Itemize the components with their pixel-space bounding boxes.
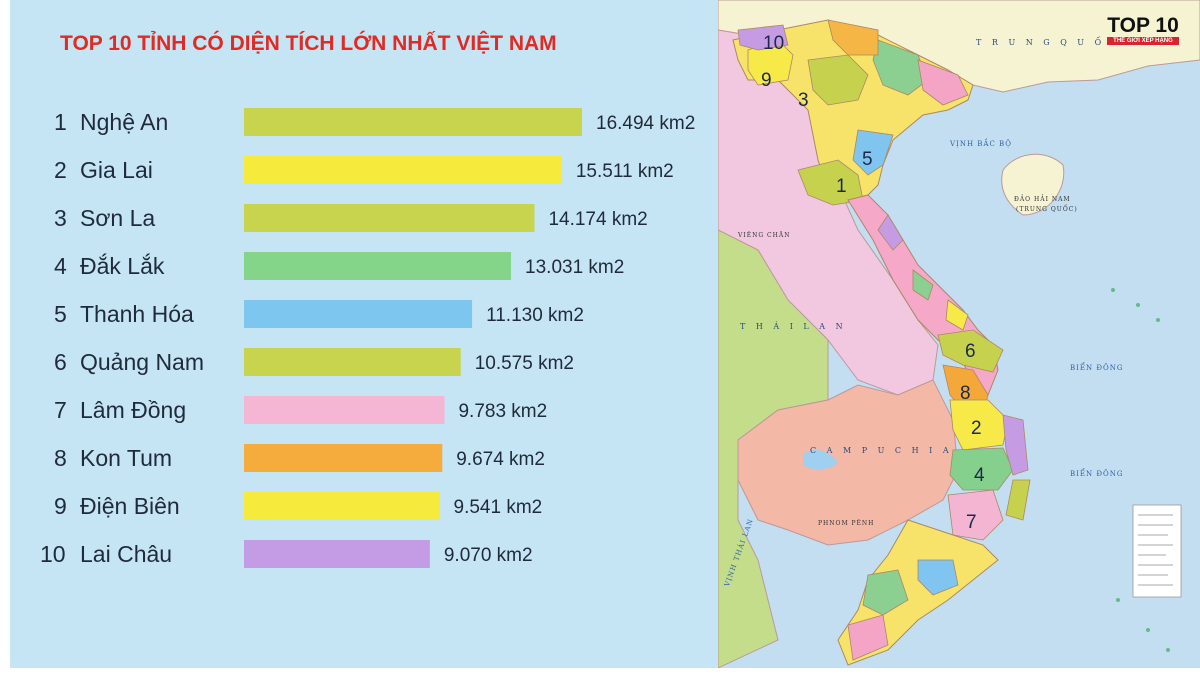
map-panel: 1 2 3 4 5 6 7 8 9 10 T R U N G Q U Ố T H… bbox=[718, 0, 1200, 668]
chart-panel: TOP 10 TỈNH CÓ DIỆN TÍCH LỚN NHẤT VIỆT N… bbox=[10, 0, 718, 668]
province-lam-dong bbox=[947, 489, 1004, 541]
label-trung-quoc: T R U N G Q U Ố bbox=[976, 38, 1106, 47]
label-bien-dong-1: BIỂN ĐÔNG bbox=[1070, 364, 1124, 372]
rank-label: 7 bbox=[54, 397, 67, 423]
province-quang-nam bbox=[937, 329, 1004, 373]
bar bbox=[244, 108, 582, 136]
value-label: 9.783 km2 bbox=[458, 401, 547, 422]
province-lai-chau bbox=[737, 24, 789, 51]
label-vinh-bac-bo: VỊNH BẮC BỘ bbox=[950, 140, 1012, 148]
rank-label: 8 bbox=[54, 445, 67, 471]
value-label: 10.575 km2 bbox=[475, 353, 574, 374]
bar bbox=[244, 492, 440, 520]
category-label: Nghệ An bbox=[80, 109, 168, 135]
value-label: 11.130 km2 bbox=[486, 305, 584, 326]
bar bbox=[244, 540, 430, 568]
map-number-1: 1 bbox=[836, 176, 847, 197]
rank-label: 2 bbox=[54, 157, 67, 183]
rank-label: 10 bbox=[40, 541, 66, 567]
category-label: Đắk Lắk bbox=[80, 253, 165, 279]
category-label: Gia Lai bbox=[80, 157, 153, 183]
logo-title: TOP 10 bbox=[1107, 14, 1179, 37]
province-coast-a bbox=[1002, 414, 1029, 476]
map-number-3: 3 bbox=[798, 90, 809, 111]
category-label: Thanh Hóa bbox=[80, 301, 194, 327]
label-phnom-penh: PHNOM PÊNH bbox=[818, 520, 875, 527]
province-north-b bbox=[917, 59, 969, 106]
map-legend-box bbox=[1132, 504, 1182, 598]
map-number-4: 4 bbox=[974, 465, 985, 486]
province-central-b bbox=[912, 269, 934, 301]
label-vieng-chan: VIÊNG CHĂN bbox=[738, 232, 791, 239]
category-label: Sơn La bbox=[80, 205, 155, 231]
province-thanh-hoa bbox=[852, 129, 894, 176]
rank-label: 9 bbox=[54, 493, 67, 519]
province-gia-lai bbox=[949, 399, 1009, 451]
map-number-2: 2 bbox=[971, 418, 982, 439]
category-label: Lâm Đồng bbox=[80, 397, 186, 423]
map-number-7: 7 bbox=[966, 512, 977, 533]
label-bien-dong-2: BIỂN ĐÔNG bbox=[1070, 470, 1124, 478]
rank-label: 1 bbox=[54, 109, 67, 135]
label-thai-lan: T H Á I L A N bbox=[740, 322, 847, 331]
bar bbox=[244, 396, 445, 424]
map-number-8: 8 bbox=[960, 383, 971, 404]
bar bbox=[244, 348, 461, 376]
category-label: Lai Châu bbox=[80, 541, 172, 567]
value-label: 15.511 km2 bbox=[576, 161, 674, 182]
province-south-a bbox=[862, 569, 909, 616]
category-label: Điện Biên bbox=[80, 493, 180, 519]
province-coast-b bbox=[1005, 479, 1031, 521]
island-dot bbox=[1111, 288, 1115, 292]
island-dot bbox=[1116, 598, 1120, 602]
top10-logo: TOP 10 THẾ GIỚI XẾP HẠNG bbox=[1107, 14, 1179, 45]
value-label: 14.174 km2 bbox=[548, 209, 647, 230]
rank-label: 5 bbox=[54, 301, 67, 327]
province-north-a bbox=[872, 39, 929, 96]
province-central-c bbox=[945, 299, 969, 331]
island-dot bbox=[1146, 628, 1150, 632]
rank-label: 3 bbox=[54, 205, 67, 231]
bar bbox=[244, 204, 535, 232]
province-south-b bbox=[917, 559, 959, 596]
cambodia-region bbox=[737, 379, 959, 546]
map-number-9: 9 bbox=[761, 70, 772, 91]
label-dao-hai-nam: ĐẢO HẢI NAM bbox=[1014, 196, 1071, 203]
province-central-a bbox=[877, 214, 904, 251]
value-label: 9.674 km2 bbox=[456, 449, 545, 470]
logo-subtitle: THẾ GIỚI XẾP HẠNG bbox=[1107, 37, 1179, 45]
bar bbox=[244, 300, 473, 328]
tonle-sap-lake bbox=[803, 449, 838, 470]
map-number-5: 5 bbox=[862, 149, 873, 170]
value-label: 9.541 km2 bbox=[454, 497, 543, 518]
category-label: Quảng Nam bbox=[80, 349, 204, 375]
label-campuchia: C A M P U C H I A bbox=[810, 446, 953, 455]
province-dak-lak bbox=[949, 447, 1014, 491]
value-label: 13.031 km2 bbox=[525, 257, 624, 278]
bar-chart: TOP 10 TỈNH CÓ DIỆN TÍCH LỚN NHẤT VIỆT N… bbox=[40, 31, 695, 568]
label-trung-quoc-small: (TRUNG QUỐC) bbox=[1016, 206, 1078, 213]
bar bbox=[244, 444, 443, 472]
vietnam-map bbox=[718, 0, 1200, 668]
value-label: 16.494 km2 bbox=[596, 113, 695, 134]
category-label: Kon Tum bbox=[80, 445, 172, 471]
province-south-c bbox=[847, 614, 889, 661]
map-number-6: 6 bbox=[965, 341, 976, 362]
rank-label: 6 bbox=[54, 349, 67, 375]
rank-label: 4 bbox=[54, 253, 67, 279]
bar bbox=[244, 156, 562, 184]
island-dot bbox=[1156, 318, 1160, 322]
province-north-c bbox=[827, 19, 879, 56]
value-label: 9.070 km2 bbox=[444, 545, 533, 566]
island-dot bbox=[1166, 648, 1170, 652]
map-number-10: 10 bbox=[763, 33, 785, 54]
island-dot bbox=[1136, 303, 1140, 307]
hainan-island bbox=[1001, 153, 1065, 216]
chart-title: TOP 10 TỈNH CÓ DIỆN TÍCH LỚN NHẤT VIỆT N… bbox=[60, 31, 557, 55]
bar bbox=[244, 252, 512, 280]
